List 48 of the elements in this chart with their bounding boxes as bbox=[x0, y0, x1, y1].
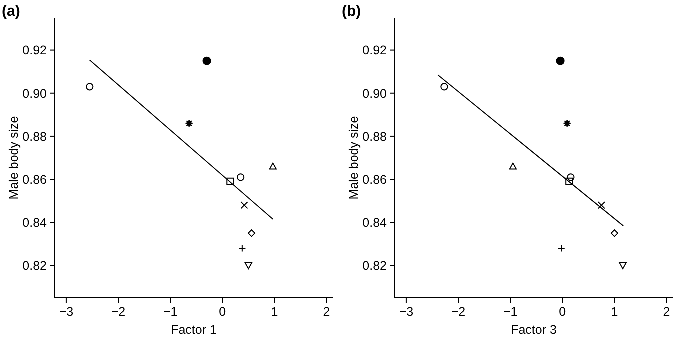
point bbox=[598, 202, 606, 210]
point bbox=[610, 230, 618, 238]
x-tick-label: 0 bbox=[219, 305, 226, 319]
y-tick-label: 0.82 bbox=[22, 259, 48, 274]
x-tick-label: −2 bbox=[451, 305, 466, 319]
point bbox=[237, 174, 245, 182]
point bbox=[556, 56, 565, 66]
point bbox=[567, 174, 575, 182]
x-tick-label: 1 bbox=[271, 305, 278, 319]
y-tick-label: 0.84 bbox=[362, 216, 388, 230]
point bbox=[440, 83, 448, 91]
y-tick-label: 0.88 bbox=[22, 130, 48, 144]
y-tick-label: 0.92 bbox=[22, 44, 48, 58]
point bbox=[619, 262, 627, 270]
point bbox=[244, 262, 252, 270]
x-tick-label: −1 bbox=[163, 305, 178, 319]
y-tick-label: 0.84 bbox=[22, 216, 48, 230]
y-tick-label: 0.86 bbox=[22, 172, 48, 187]
x-tick-label: 2 bbox=[323, 305, 330, 319]
point bbox=[86, 83, 94, 91]
x-tick-label: 2 bbox=[663, 305, 670, 319]
x-tick-label: 0 bbox=[559, 305, 566, 319]
y-axis-title: Male body size bbox=[7, 116, 21, 200]
point bbox=[185, 120, 194, 128]
point bbox=[566, 178, 574, 186]
x-tick-label: −1 bbox=[503, 305, 518, 319]
x-tick-label: −3 bbox=[399, 305, 414, 319]
point bbox=[269, 162, 277, 170]
x-tick-label: −2 bbox=[111, 305, 126, 319]
y-tick-label: 0.86 bbox=[362, 172, 388, 187]
y-tick-label: 0.90 bbox=[362, 86, 388, 101]
point bbox=[240, 202, 248, 210]
point bbox=[248, 230, 256, 238]
y-tick-label: 0.82 bbox=[362, 259, 388, 274]
y-tick-label: 0.90 bbox=[22, 86, 48, 101]
y-axis-title: Male body size bbox=[347, 116, 361, 200]
y-tick-label: 0.92 bbox=[362, 44, 388, 58]
point bbox=[202, 56, 212, 66]
x-tick-label: −3 bbox=[59, 305, 74, 319]
point bbox=[563, 120, 572, 128]
point bbox=[509, 162, 517, 170]
x-axis-title: Factor 3 bbox=[511, 323, 557, 337]
chart-title: (a) bbox=[2, 3, 20, 20]
x-tick-label: 1 bbox=[611, 305, 618, 319]
point bbox=[226, 178, 234, 186]
x-axis-title: Factor 1 bbox=[171, 323, 217, 337]
chart-title: (b) bbox=[342, 3, 362, 20]
y-tick-label: 0.88 bbox=[362, 130, 388, 144]
